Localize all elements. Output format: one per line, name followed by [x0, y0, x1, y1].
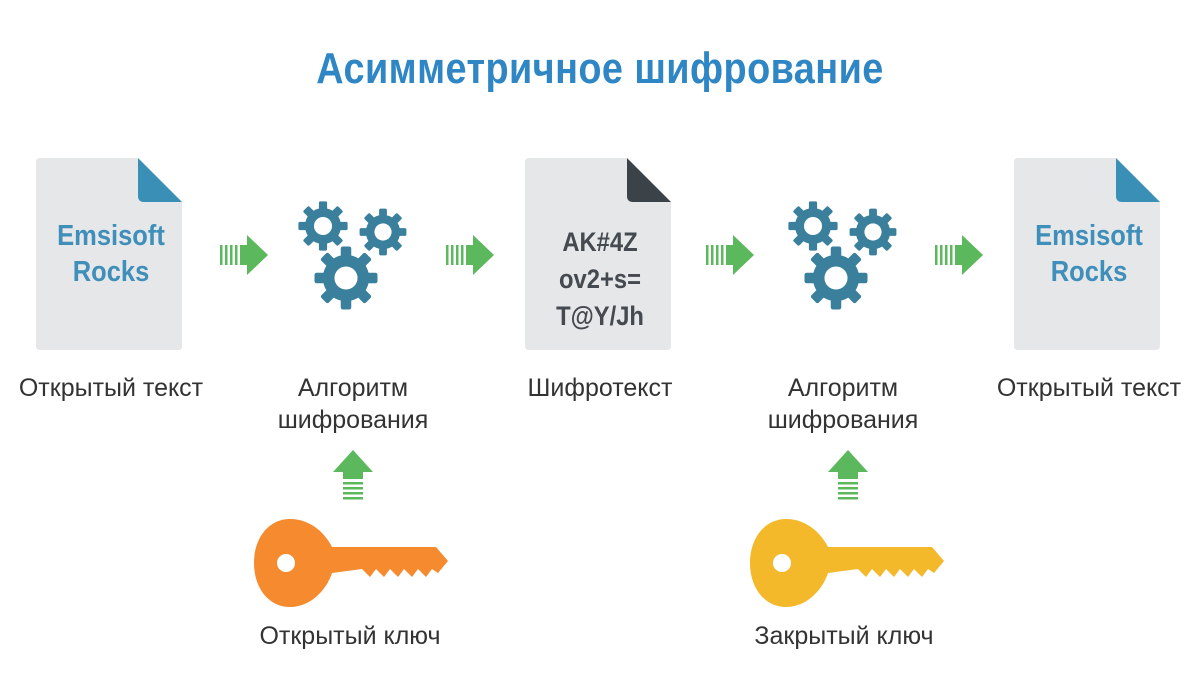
arrow-right-icon	[706, 235, 754, 275]
ciphertext-document-text: AK#4Z ov2+s= T@Y/Jh	[534, 224, 666, 335]
ciphertext-line: ov2+s=	[559, 264, 641, 294]
arrow-up-icon	[828, 450, 868, 500]
plaintext-line: Emsisoft	[57, 220, 165, 252]
plaintext-document-icon	[36, 158, 182, 350]
gears-decrypt-icon	[788, 201, 897, 310]
algorithm-label-line: шифрования	[277, 406, 429, 434]
arrow-right-icon	[220, 235, 268, 275]
plaintext-label: Открытый текст	[18, 374, 204, 402]
result-label: Открытый текст	[996, 374, 1182, 402]
private-key-icon	[750, 519, 944, 607]
ciphertext-line: AK#4Z	[562, 227, 638, 257]
plaintext-document-text: Emsisoft Rocks	[45, 218, 177, 290]
arrow-up-icon	[333, 450, 373, 500]
gears-encrypt-icon	[298, 201, 407, 310]
diagram-title: Асимметричное шифрование	[316, 44, 884, 93]
algorithm-label-line: шифрования	[767, 406, 919, 434]
arrow-right-icon	[935, 235, 983, 275]
algorithm-label-line: Алгоритм	[297, 374, 409, 402]
result-document-icon	[1014, 158, 1160, 350]
result-line: Emsisoft	[1035, 220, 1143, 252]
private-key-label: Закрытый ключ	[754, 622, 934, 650]
algorithm-label-line: Алгоритм	[787, 374, 899, 402]
ciphertext-label: Шифротекст	[527, 374, 673, 402]
decrypt-algorithm-label: Алгоритм шифрования	[738, 372, 948, 436]
ciphertext-document-icon	[525, 158, 671, 350]
public-key-icon	[254, 519, 448, 607]
arrow-right-icon	[446, 235, 494, 275]
public-key-label: Открытый ключ	[259, 622, 441, 650]
ciphertext-line: T@Y/Jh	[556, 301, 644, 331]
result-line: Rocks	[1050, 256, 1128, 288]
plaintext-line: Rocks	[72, 256, 150, 288]
encrypt-algorithm-label: Алгоритм шифрования	[248, 372, 458, 436]
result-document-text: Emsisoft Rocks	[1023, 218, 1155, 290]
